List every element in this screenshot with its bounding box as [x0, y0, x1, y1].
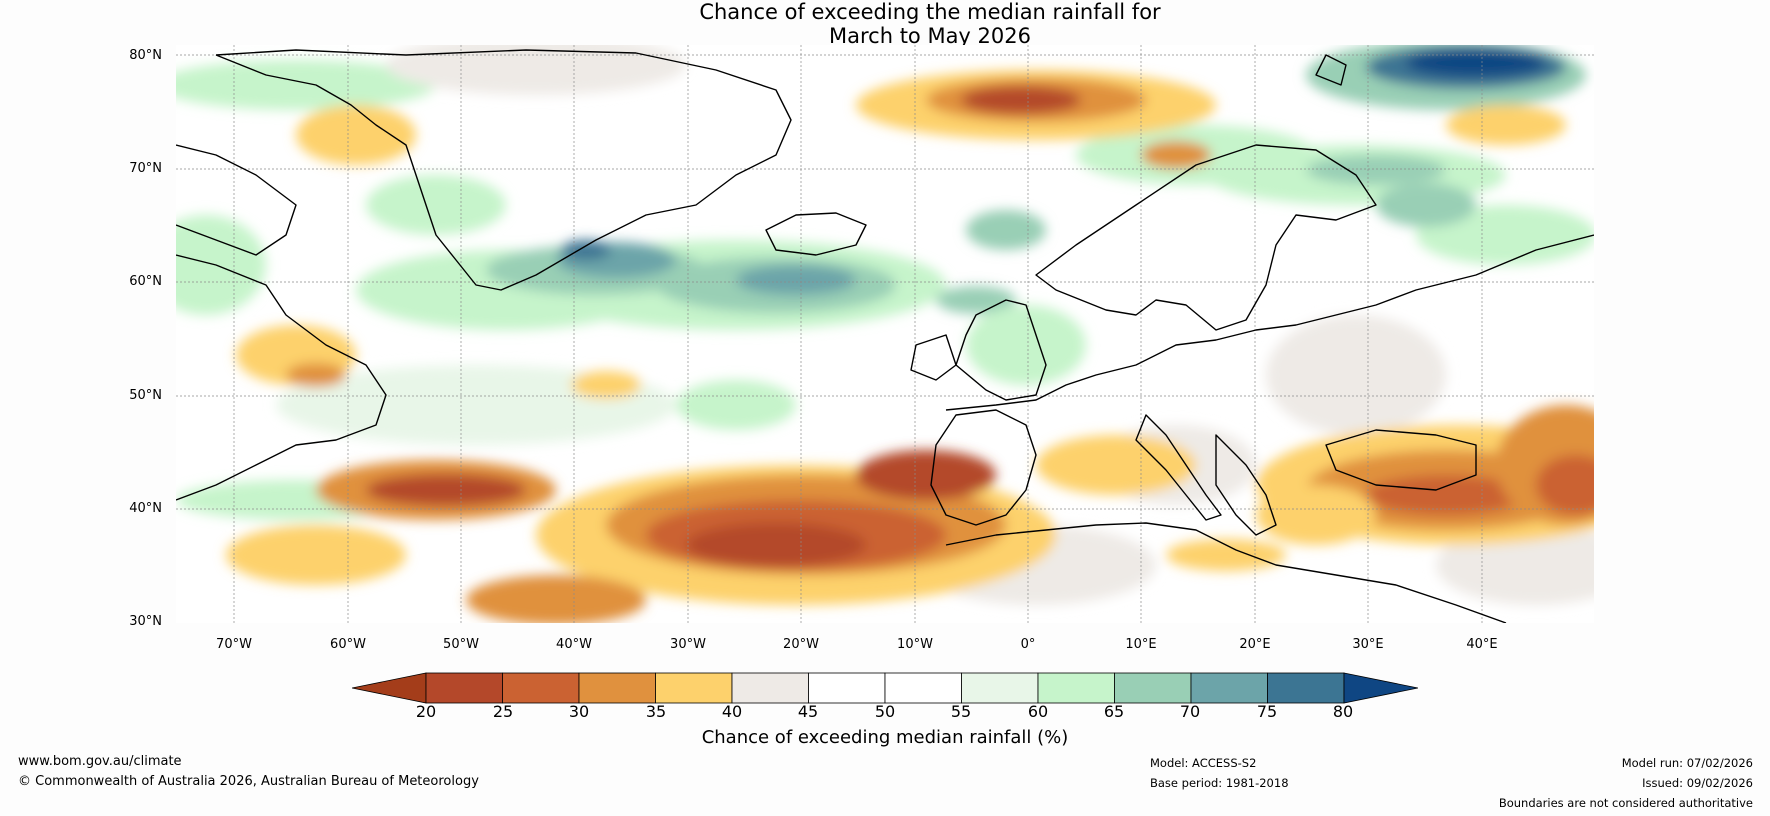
footer-issued: Issued: 09/02/2026	[1642, 776, 1753, 790]
title-line-1: Chance of exceeding the median rainfall …	[699, 0, 1161, 24]
lon-label-10w: 10°W	[897, 637, 933, 652]
lon-label-10e: 10°E	[1125, 637, 1157, 652]
colorbar-segment-9	[1037, 672, 1115, 704]
footer-copyright: © Commonwealth of Australia 2026, Austra…	[18, 774, 479, 789]
lon-label-70w: 70°W	[216, 637, 252, 652]
lon-label-30e: 30°E	[1352, 637, 1384, 652]
colorbar-segment-13	[1343, 672, 1418, 704]
colorbar-segment-11	[1190, 672, 1268, 704]
colorbar-tick-65: 65	[1103, 702, 1125, 721]
lat-label-80n: 80°N	[129, 48, 162, 63]
colorbar-label: Chance of exceeding median rainfall (%)	[701, 727, 1069, 748]
footer-base-period: Base period: 1981-2018	[1150, 776, 1289, 790]
colorbar-tick-75: 75	[1256, 702, 1278, 721]
footer-disclaimer: Boundaries are not considered authoritat…	[1498, 796, 1753, 810]
lat-label-50n: 50°N	[129, 388, 162, 403]
colorbar-segment-6	[808, 672, 886, 704]
lat-label-70n: 70°N	[129, 161, 162, 176]
colorbar-tick-30: 30	[568, 702, 590, 721]
colorbar-tick-70: 70	[1179, 702, 1201, 721]
footer-website: www.bom.gov.au/climate	[18, 754, 182, 769]
title-line-2: March to May 2026	[829, 24, 1031, 48]
colorbar-segment-4	[655, 672, 733, 704]
lat-label-60n: 60°N	[129, 274, 162, 289]
colorbar-tick-45: 45	[797, 702, 819, 721]
colorbar-tick-40: 40	[721, 702, 743, 721]
forecast-map	[176, 45, 1594, 623]
colorbar-segment-2	[502, 672, 580, 704]
colorbar-segment-7	[884, 672, 962, 704]
lon-label-40w: 40°W	[556, 637, 592, 652]
colorbar-tick-80: 80	[1332, 702, 1354, 721]
colorbar-segment-1	[425, 672, 503, 704]
lon-label-30w: 30°W	[670, 637, 706, 652]
colorbar-segment-12	[1267, 672, 1345, 704]
colorbar-segment-5	[731, 672, 809, 704]
lon-label-20w: 20°W	[783, 637, 819, 652]
lon-label-40e: 40°E	[1466, 637, 1498, 652]
colorbar-segment-8	[961, 672, 1039, 704]
colorbar-segment-0	[352, 672, 427, 704]
lon-label-0: 0°	[1020, 637, 1036, 652]
lat-label-40n: 40°N	[129, 501, 162, 516]
lon-label-20e: 20°E	[1239, 637, 1271, 652]
footer-model-run: Model run: 07/02/2026	[1621, 756, 1753, 770]
chart-title: Chance of exceeding the median rainfall …	[0, 0, 1770, 48]
colorbar-tick-50: 50	[874, 702, 896, 721]
colorbar-tick-60: 60	[1027, 702, 1049, 721]
probability-shading	[176, 45, 1594, 623]
lat-label-30n: 30°N	[129, 614, 162, 629]
colorbar-tick-25: 25	[492, 702, 514, 721]
lon-label-60w: 60°W	[330, 637, 366, 652]
colorbar-tick-35: 35	[645, 702, 667, 721]
colorbar-segment-3	[578, 672, 656, 704]
colorbar	[352, 672, 1418, 704]
colorbar-segment-10	[1114, 672, 1192, 704]
footer-model: Model: ACCESS-S2	[1150, 756, 1257, 770]
coastlines	[176, 49, 1594, 623]
colorbar-tick-20: 20	[415, 702, 437, 721]
lon-label-50w: 50°W	[443, 637, 479, 652]
graticule	[176, 45, 1594, 623]
colorbar-tick-55: 55	[950, 702, 972, 721]
